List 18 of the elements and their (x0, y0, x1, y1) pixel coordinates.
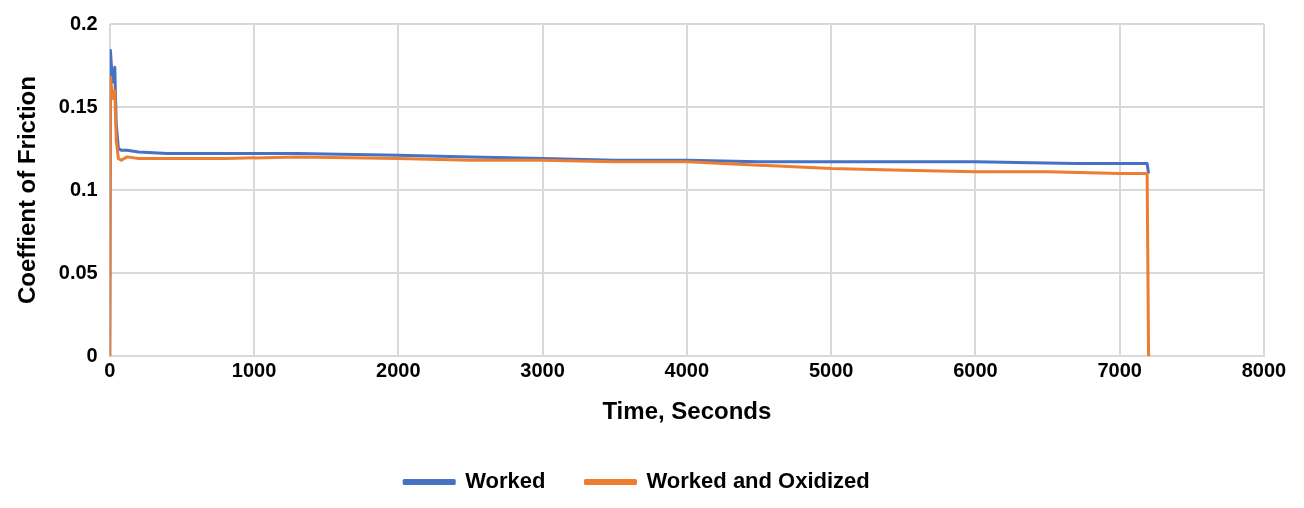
y-tick-label: 0.15 (58, 94, 98, 117)
x-axis-title: Time, Seconds (602, 397, 772, 425)
legend-label: Worked (465, 468, 546, 494)
y-tick-label: 0 (86, 343, 98, 366)
x-tick-label: 1000 (231, 358, 277, 381)
y-axis-title: Coeffient of Friction (13, 76, 41, 305)
x-tick-label: 8000 (1241, 358, 1287, 381)
x-tick-label: 6000 (953, 358, 998, 381)
legend-label: Worked and Oxidized (646, 468, 870, 494)
y-tick-label: 0.05 (58, 260, 98, 283)
x-tick-label: 7000 (1097, 358, 1142, 381)
x-tick-label: 5000 (808, 358, 854, 381)
x-tick-label: 3000 (520, 358, 565, 381)
y-tick-label: 0.2 (69, 11, 98, 34)
y-tick-label: 0.1 (69, 177, 98, 200)
x-tick-label: 2000 (376, 358, 421, 381)
x-tick-label: 4000 (664, 358, 710, 381)
x-tick-label: 0 (104, 358, 116, 381)
